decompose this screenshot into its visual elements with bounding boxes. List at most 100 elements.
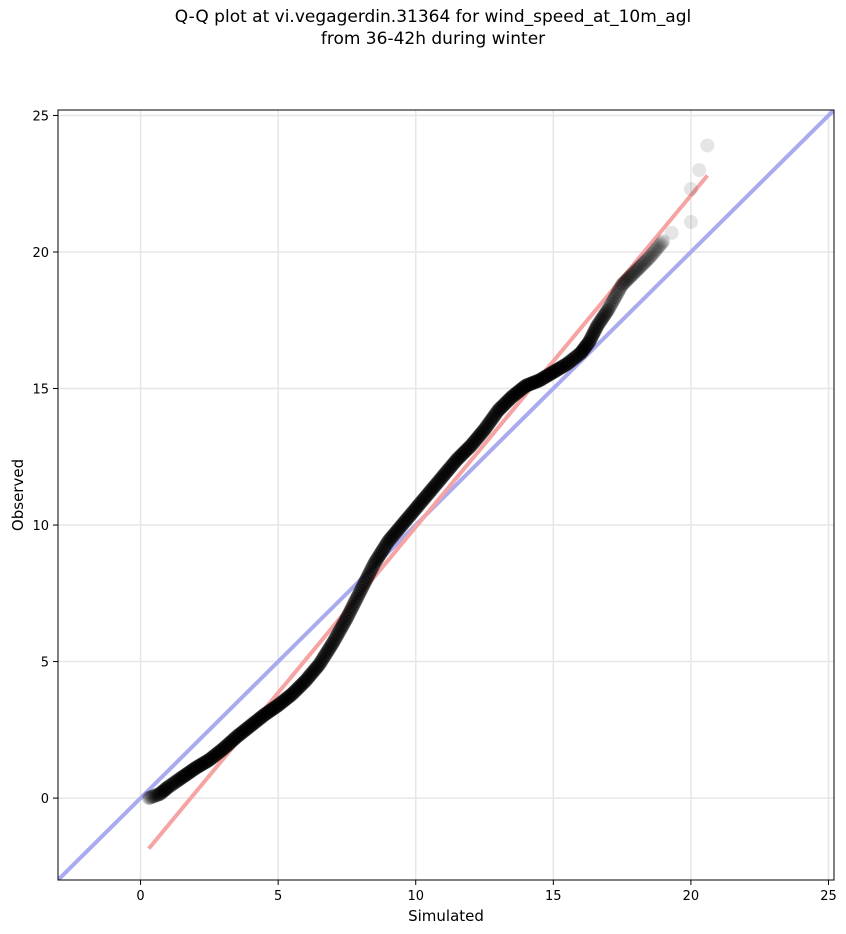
data-point [319,646,334,661]
data-point [317,648,332,663]
data-point [456,445,471,460]
data-point [480,418,495,433]
data-point [700,138,715,153]
data-point [454,448,469,463]
data-point [641,251,656,266]
data-point [199,754,214,769]
data-point [181,765,196,780]
data-point [437,467,452,482]
data-point [635,257,650,272]
data-point [407,503,422,518]
data-point [463,438,478,453]
data-point [433,472,448,487]
data-point [569,349,584,364]
data-point [195,756,210,771]
data-point [207,748,222,763]
data-point [621,270,636,285]
data-point [484,412,499,427]
grid [58,110,834,880]
data-point [378,538,393,553]
chart-title-line-1: Q-Q plot at vi.vegagerdin.31364 for wind… [174,7,692,27]
data-point [142,790,157,805]
data-point [601,302,616,317]
data-point [595,310,610,325]
data-point [291,680,306,695]
data-point [551,361,566,376]
axis-ticks: 0 5 10 15 20 25 0 5 10 15 20 25 [32,109,836,904]
data-point [554,360,569,375]
data-point [194,757,209,772]
data-point [639,253,654,268]
data-point [326,635,341,650]
data-point [342,605,357,620]
data-point [344,602,359,617]
data-point [596,308,611,323]
data-point [323,639,338,654]
data-point [231,728,246,743]
data-point [550,362,565,377]
data-point [264,703,279,718]
data-point [335,618,350,633]
data-point [574,344,589,359]
data-point [251,712,266,727]
data-point [184,763,199,778]
data-point [348,594,363,609]
data-point [579,338,594,353]
data-point [605,294,620,309]
data-point [503,391,518,406]
data-point [290,681,305,696]
data-point [238,723,253,738]
data-point [588,321,603,336]
data-point [587,325,602,340]
data-point [473,427,488,442]
data-point [149,788,164,803]
data-point [374,545,389,560]
data-point [268,700,283,715]
data-point [155,784,170,799]
data-point [586,326,601,341]
data-point [242,719,257,734]
data-point [500,393,515,408]
data-point [478,420,493,435]
data-point [546,365,561,380]
data-point [477,422,492,437]
data-point [444,459,459,474]
x-tick-label: 0 [136,889,144,904]
data-point [581,336,596,351]
data-points [141,138,715,806]
data-point [587,323,602,338]
data-point [366,558,381,573]
data-point [638,254,653,269]
data-point [357,575,372,590]
data-point [313,655,328,670]
data-point [166,776,181,791]
data-point [180,766,195,781]
data-point [386,527,401,542]
data-point [520,378,535,393]
data-point [562,354,577,369]
data-point [205,750,220,765]
data-point [498,396,513,411]
data-point [542,367,557,382]
data-point [363,564,378,579]
data-point [553,361,568,376]
data-point [399,513,414,528]
data-point [518,378,533,393]
data-point [522,377,537,392]
data-point [535,371,550,386]
data-point [165,777,180,792]
data-point [333,623,348,638]
data-point [465,437,480,452]
data-point [533,372,548,387]
data-point [198,755,213,770]
data-point [206,749,221,764]
data-point [633,260,647,275]
data-point [394,518,409,533]
y-axis-label: Observed [9,459,27,531]
data-point [558,357,573,372]
data-point [147,789,162,804]
data-point [445,457,460,472]
data-point [243,718,258,733]
data-point [312,657,327,672]
